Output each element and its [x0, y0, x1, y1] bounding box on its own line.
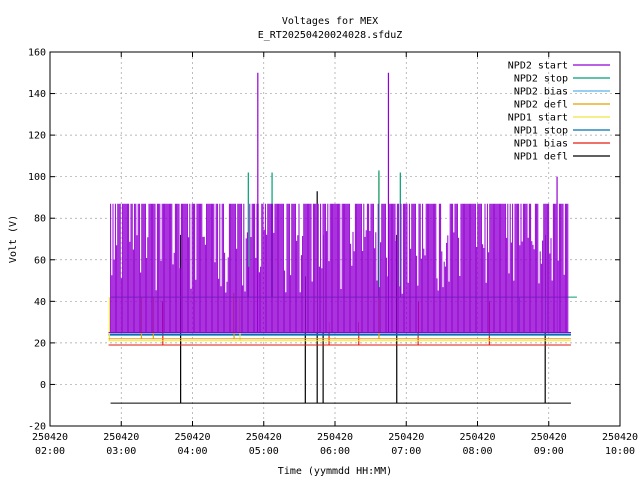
legend-entry: NPD2 defl [514, 100, 610, 111]
x-tick-label-time: 05:00 [249, 446, 279, 457]
y-tick-label: 160 [28, 48, 46, 59]
y-tick-label: 0 [40, 380, 46, 391]
legend-label: NPD2 defl [514, 100, 568, 111]
chart-subtitle: E_RT20250420024028.sfduZ [258, 30, 403, 41]
legend-entry: NPD2 bias [514, 87, 610, 98]
y-tick-label: 40 [34, 297, 46, 308]
x-tick-label-date: 250420 [531, 432, 567, 443]
x-tick-label-time: 03:00 [106, 446, 136, 457]
legend-label: NPD1 bias [514, 139, 568, 150]
legend-entry: NPD2 start [508, 61, 610, 72]
legend-label: NPD2 stop [514, 74, 568, 85]
y-tick-label: 60 [34, 255, 46, 266]
x-tick-label-date: 250420 [388, 432, 424, 443]
ticks: -20 0 20 40 60 80 100 120 140 160 250420 02:00 25042… [28, 48, 638, 458]
x-tick-label-time: 02:00 [35, 446, 65, 457]
legend-label: NPD1 defl [514, 152, 568, 163]
legend-entry: NPD2 stop [514, 74, 610, 85]
x-tick-label-time: 09:00 [534, 446, 564, 457]
x-tick-label-date: 250420 [602, 432, 638, 443]
y-tick-label: 120 [28, 131, 46, 142]
legend-entry: NPD1 defl [514, 152, 610, 163]
chart-title: Voltages for MEX [282, 16, 378, 27]
x-tick-label-time: 08:00 [462, 446, 492, 457]
x-axis-label: Time (yymmdd HH:MM) [278, 466, 392, 477]
y-tick-label: 140 [28, 89, 46, 100]
y-axis-label: Volt (V) [8, 215, 19, 263]
x-tick-label-time: 04:00 [177, 446, 207, 457]
legend-label: NPD2 bias [514, 87, 568, 98]
legend-label: NPD1 start [508, 113, 568, 124]
y-tick-label: -20 [28, 422, 46, 433]
legend-entry: NPD1 start [508, 113, 610, 124]
legend: NPD2 start NPD2 stop NPD2 bias NPD2 defl NPD… [508, 61, 610, 163]
legend-label: NPD1 stop [514, 126, 568, 137]
legend-label: NPD2 start [508, 61, 568, 72]
data-series [108, 72, 577, 404]
x-tick-label-date: 250420 [174, 432, 210, 443]
y-tick-label: 80 [34, 214, 46, 225]
x-tick-label-date: 250420 [103, 432, 139, 443]
legend-entry: NPD1 bias [514, 139, 610, 150]
y-tick-label: 20 [34, 338, 46, 349]
legend-entry: NPD1 stop [514, 126, 610, 137]
x-tick-label-time: 07:00 [391, 446, 421, 457]
series-band [110, 203, 569, 333]
x-tick-label-date: 250420 [459, 432, 495, 443]
x-tick-label-date: 250420 [317, 432, 353, 443]
y-tick-label: 100 [28, 172, 46, 183]
x-tick-label-time: 10:00 [605, 446, 635, 457]
x-tick-label-time: 06:00 [320, 446, 350, 457]
x-tick-label-date: 250420 [32, 432, 68, 443]
series-npd2-start [108, 72, 571, 333]
x-tick-label-date: 250420 [246, 432, 282, 443]
